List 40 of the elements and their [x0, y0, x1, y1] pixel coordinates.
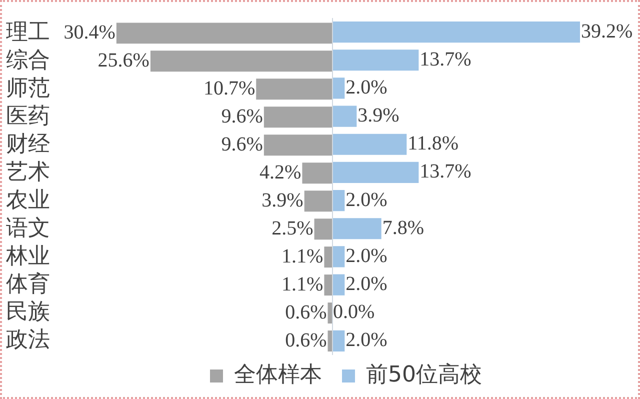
data-label: 2.0% [346, 188, 388, 211]
data-label: 1.1% [282, 273, 324, 296]
data-label: 10.7% [203, 77, 256, 100]
data-label: 0.6% [285, 329, 327, 352]
y-tick-label: 师范 [6, 76, 50, 101]
data-label: 30.4% [64, 21, 116, 44]
data-label: 3.9% [262, 189, 304, 212]
legend-label: 前50位高校 [366, 362, 482, 388]
data-label: 13.7% [420, 48, 472, 70]
data-label: 13.7% [420, 160, 472, 183]
data-label: 4.2% [260, 161, 302, 184]
y-tick-label: 农业 [6, 188, 50, 213]
bar [328, 302, 332, 324]
data-label: 39.2% [581, 20, 633, 42]
y-tick-label: 民族 [6, 300, 50, 325]
bar [332, 78, 345, 99]
data-label: 3.9% [358, 104, 400, 127]
data-label: 2.0% [346, 273, 388, 296]
data-label: 1.1% [282, 245, 324, 268]
data-label: 25.6% [98, 49, 150, 72]
y-tick-label: 理工 [6, 20, 50, 45]
y-tick-label: 语文 [6, 216, 50, 241]
y-tick-label: 医药 [6, 104, 50, 129]
data-label: 9.6% [221, 133, 263, 156]
data-label: 2.5% [272, 217, 314, 240]
y-tick-label: 艺术 [6, 160, 50, 185]
data-label: 11.8% [408, 132, 459, 155]
y-tick-label: 政法 [6, 328, 50, 353]
legend-label: 全体样本 [234, 362, 322, 388]
data-label: 7.8% [382, 216, 424, 239]
y-tick-label: 财经 [6, 132, 50, 157]
data-label: 2.0% [346, 76, 388, 98]
data-label: 9.6% [221, 105, 263, 128]
data-label: 0.6% [285, 301, 327, 324]
data-label: 0.0% [333, 301, 375, 324]
y-tick-label: 体育 [6, 270, 50, 297]
y-tick-label: 综合 [6, 48, 50, 73]
data-label: 2.0% [346, 329, 388, 352]
data-label: 2.0% [346, 244, 388, 267]
y-tick-label: 林业 [5, 244, 50, 269]
